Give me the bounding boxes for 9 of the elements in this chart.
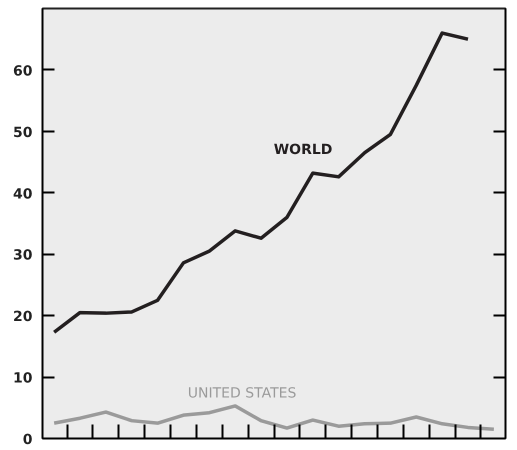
y-tick-label: 30 bbox=[13, 248, 33, 264]
y-tick-label: 60 bbox=[13, 63, 33, 80]
series-label: WORLD bbox=[274, 142, 332, 158]
y-tick-label: 50 bbox=[13, 124, 33, 141]
y-tick-label: 10 bbox=[13, 370, 33, 387]
y-tick-label: 20 bbox=[13, 309, 33, 326]
y-tick-label: 40 bbox=[13, 186, 33, 202]
y-tick-label: 0 bbox=[22, 432, 33, 448]
series-label: UNITED STATES bbox=[188, 386, 296, 402]
